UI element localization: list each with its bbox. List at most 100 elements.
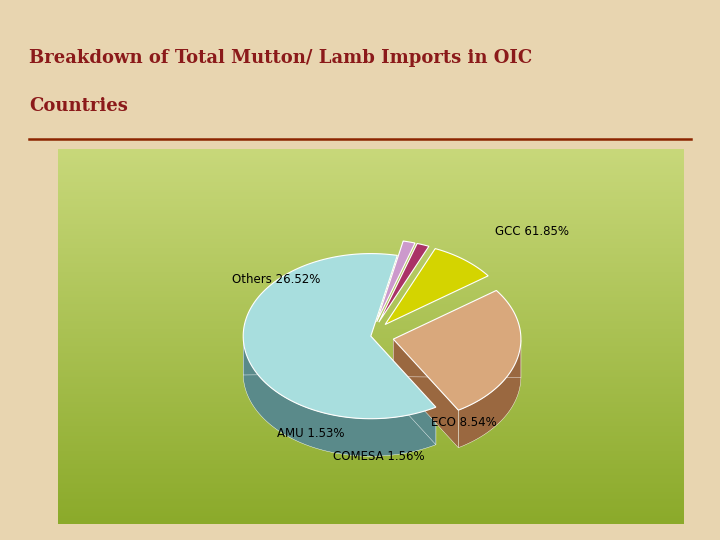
Bar <box>58 306 684 308</box>
Bar <box>58 179 684 180</box>
Bar <box>58 207 684 208</box>
Bar <box>58 443 684 445</box>
Bar <box>58 276 684 278</box>
Bar <box>58 408 684 409</box>
Bar <box>58 460 684 462</box>
Bar <box>58 152 684 154</box>
Bar <box>58 512 684 515</box>
Bar <box>58 169 684 171</box>
Bar <box>58 349 684 351</box>
Bar <box>58 333 684 334</box>
Bar <box>58 351 684 353</box>
Bar <box>58 201 684 203</box>
Bar <box>58 237 684 239</box>
Bar <box>58 291 684 293</box>
Bar <box>58 402 684 404</box>
Bar <box>58 214 684 216</box>
Bar <box>58 231 684 233</box>
Bar <box>58 375 684 377</box>
Bar <box>58 211 684 212</box>
Bar <box>58 208 684 211</box>
Bar <box>58 310 684 312</box>
Bar <box>58 212 684 214</box>
Polygon shape <box>393 339 459 448</box>
Bar <box>58 165 684 167</box>
Bar <box>58 413 684 415</box>
Bar <box>58 268 684 271</box>
Bar <box>58 424 684 426</box>
Bar <box>58 154 684 156</box>
Polygon shape <box>243 338 436 456</box>
Bar <box>58 520 684 522</box>
Bar <box>58 224 684 225</box>
Bar <box>58 286 684 287</box>
Bar <box>58 469 684 471</box>
Bar <box>58 366 684 368</box>
Bar <box>58 453 684 454</box>
Bar <box>58 220 684 222</box>
Bar <box>58 267 684 268</box>
Bar <box>58 507 684 509</box>
Bar <box>58 359 684 361</box>
Bar <box>58 246 684 248</box>
Bar <box>58 314 684 315</box>
Bar <box>58 377 684 379</box>
Bar <box>58 355 684 357</box>
Bar <box>58 299 684 300</box>
Bar <box>58 340 684 342</box>
Bar <box>58 233 684 235</box>
Bar <box>58 254 684 255</box>
Bar <box>58 205 684 207</box>
Bar <box>58 203 684 205</box>
Bar <box>58 343 684 346</box>
Bar <box>58 387 684 389</box>
Text: Others 26.52%: Others 26.52% <box>232 273 320 286</box>
Bar <box>58 400 684 402</box>
Bar <box>58 271 684 272</box>
Bar <box>58 509 684 511</box>
Bar <box>58 409 684 411</box>
Bar <box>58 346 684 347</box>
Bar <box>58 434 684 436</box>
Bar <box>58 347 684 349</box>
Bar <box>58 488 684 490</box>
Polygon shape <box>393 291 521 410</box>
Bar <box>58 394 684 396</box>
Bar <box>58 421 684 422</box>
Bar <box>58 486 684 488</box>
Bar <box>58 167 684 169</box>
Bar <box>58 227 684 229</box>
Bar <box>58 462 684 464</box>
Bar <box>58 272 684 274</box>
Text: Breakdown of Total Mutton/ Lamb Imports in OIC: Breakdown of Total Mutton/ Lamb Imports … <box>29 49 532 66</box>
Bar <box>58 186 684 188</box>
Bar <box>58 456 684 458</box>
Bar <box>58 494 684 496</box>
Bar <box>58 261 684 263</box>
Bar <box>58 319 684 321</box>
Bar <box>58 516 684 518</box>
Bar <box>58 240 684 242</box>
Bar <box>58 190 684 192</box>
Bar <box>58 180 684 183</box>
Bar <box>58 289 684 291</box>
Bar <box>58 370 684 372</box>
Bar <box>58 329 684 330</box>
Bar <box>58 235 684 237</box>
Bar <box>58 406 684 408</box>
Bar <box>58 437 684 440</box>
Bar <box>58 503 684 505</box>
Bar <box>58 449 684 450</box>
Bar <box>58 441 684 443</box>
Bar <box>58 422 684 424</box>
Bar <box>58 390 684 393</box>
Bar <box>58 300 684 302</box>
Bar <box>58 404 684 406</box>
Bar <box>58 327 684 329</box>
Bar <box>58 293 684 295</box>
Bar <box>58 432 684 434</box>
Bar <box>58 484 684 486</box>
Text: COMESA 1.56%: COMESA 1.56% <box>333 450 425 463</box>
Bar <box>58 477 684 479</box>
Bar <box>58 177 684 179</box>
